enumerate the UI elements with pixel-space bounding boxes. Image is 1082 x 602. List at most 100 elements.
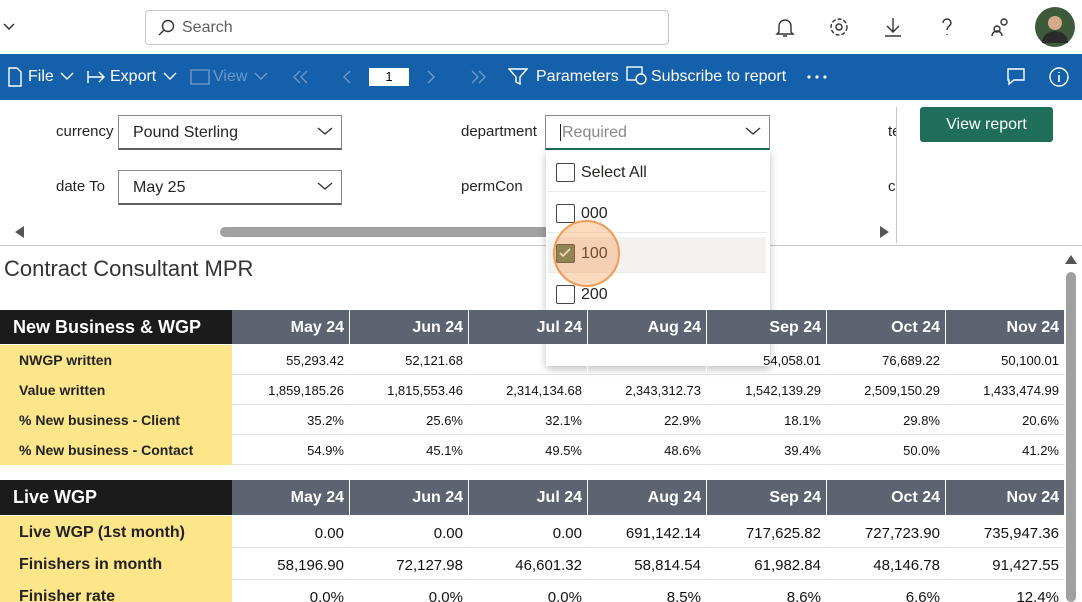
row-label: Value written [0,375,232,405]
report-title: Contract Consultant MPR [4,256,254,281]
option[interactable]: Select All [548,156,766,192]
column-header: Oct 24 [827,310,946,344]
help-icon[interactable] [936,16,958,38]
row-label: NWGP written [0,345,232,375]
currency-dropdown[interactable]: Pound Sterling [118,115,342,150]
table-cell: 8.5% [588,580,707,602]
table-cell: 50.0% [827,435,946,465]
comment-icon[interactable] [1006,67,1026,87]
table-cell: 1,542,139.29 [707,375,827,405]
click-highlight [553,220,620,287]
divider [896,107,897,243]
page-number-input[interactable]: 1 [369,68,409,86]
table-cell: 0.0% [232,580,350,602]
column-header: Aug 24 [588,480,707,515]
row-label: % New business - Client [0,405,232,435]
table-cell: 58,814.54 [588,548,707,580]
param-label: te [888,123,896,140]
option[interactable]: 000 [548,197,766,233]
checkbox [556,284,575,304]
view-icon [190,69,210,85]
param-label: department [461,123,537,140]
column-header: Aug 24 [588,310,707,344]
table-cell [588,345,707,375]
back-chevron[interactable] [2,20,16,34]
table-cell: 39.4% [707,435,827,465]
table-cell: 58,196.90 [232,548,350,580]
date-dropdown[interactable]: May 25 [118,170,342,205]
table-cell: 72,127.98 [350,548,469,580]
column-header: Jul 24 [469,480,588,515]
view-menu: View [213,68,248,85]
chevron [745,127,761,135]
table-cell: 8.6% [707,580,827,602]
avatar[interactable] [1035,7,1075,47]
share-icon[interactable] [990,16,1012,38]
search-placeholder: Search [182,19,233,36]
table-header: Live WGP [0,480,232,515]
param-label: currency [56,123,114,140]
subscribe-button[interactable]: Subscribe to report [651,68,787,85]
table-cell: 18.1% [707,405,827,435]
page-navigation-icons [293,70,486,84]
table-cell: 54,058.01 [707,345,827,375]
column-header: Sep 24 [707,480,827,515]
table-cell: 48.6% [588,435,707,465]
option-label: Select All [581,164,647,181]
column-header: May 24 [232,480,350,515]
view-report-button[interactable]: View report [920,107,1053,142]
table-cell: 1,859,185.26 [232,375,350,405]
table-cell: 55,293.42 [232,345,350,375]
table-cell: 717,625.82 [707,516,827,548]
table-cell: 1,815,553.46 [350,375,469,405]
filter-icon [508,68,528,86]
info-icon[interactable] [1048,66,1070,88]
column-header: Jun 24 [350,310,469,344]
table-cell: 0.0% [350,580,469,602]
param-label: permCon [461,178,523,195]
table-cell: 6.6% [827,580,946,602]
row-label: Live WGP (1st month) [0,516,232,548]
chevron [254,72,268,80]
row-label: Finisher rate [0,580,232,602]
column-header: Jun 24 [350,480,469,515]
table-cell: 50,100.01 [946,345,1065,375]
file-menu[interactable]: File [28,68,54,85]
download-icon[interactable] [882,16,904,38]
column-header: Jul 24 [469,310,588,344]
option-label: 000 [581,204,608,222]
export-menu[interactable]: Export [110,68,157,85]
department-dropdown[interactable]: Required [545,115,770,150]
notifications-icon[interactable] [774,16,796,38]
table-cell: 54.9% [232,435,350,465]
horizontal-scrollbar[interactable] [10,224,894,240]
settings-icon[interactable] [828,16,850,38]
table-cell: 691,142.14 [588,516,707,548]
column-header: May 24 [232,310,350,344]
option-label: 200 [581,285,608,303]
table-cell: 2,343,312.73 [588,375,707,405]
parameters-button[interactable]: Parameters [536,68,619,85]
search-icon [158,19,175,36]
checkbox [556,203,575,223]
table-cell: 12.4% [946,580,1065,602]
table-cell [469,345,588,375]
table-cell: 29.8% [827,405,946,435]
checkbox [556,163,575,182]
table-cell: 91,427.55 [946,548,1065,580]
table-cell: 52,121.68 [350,345,469,375]
table-header: New Business & WGP [0,310,232,344]
row-label: % New business - Contact [0,435,232,465]
table-cell: 1,433,474.99 [946,375,1065,405]
dropdown-placeholder: Required [560,124,627,141]
chevron [317,182,333,190]
subscribe-icon [626,66,647,85]
search-box[interactable]: Search [145,10,669,45]
table-cell: 32.1% [469,405,588,435]
table-cell: 0.0% [469,580,588,602]
chevron [317,127,333,135]
table-cell: 22.9% [588,405,707,435]
vertical-scrollbar[interactable] [1062,250,1080,602]
more-options[interactable] [806,74,828,80]
